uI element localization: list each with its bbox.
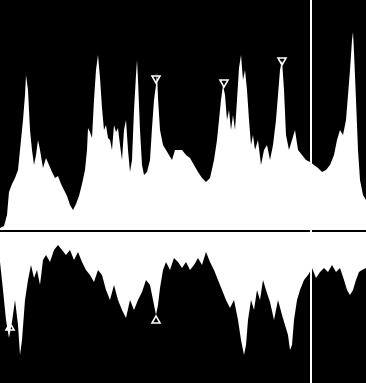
triangle-down-icon [276,57,288,67]
triangle-up-icon [4,321,16,331]
triangle-down-icon [150,75,162,85]
upper-waveform-envelope [0,32,366,230]
peak-markers [150,57,288,89]
lower-waveform-envelope [0,232,366,355]
triangle-up-icon [150,314,162,324]
triangle-down-icon [218,79,230,89]
trough-markers [4,314,162,331]
